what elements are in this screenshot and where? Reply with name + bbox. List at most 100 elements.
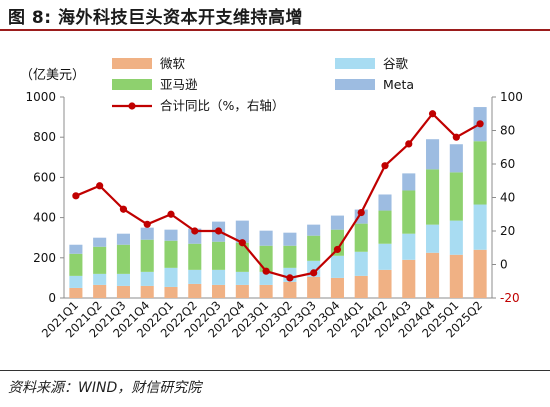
bar-segment-微软 <box>69 287 83 298</box>
legend-label-亚马逊: 亚马逊 <box>160 77 198 92</box>
source-rule <box>0 370 550 371</box>
left-tick-label: 800 <box>33 130 56 144</box>
figure-title: 图 8: 海外科技巨头资本开支维持高增 <box>8 8 303 28</box>
bar-segment-谷歌 <box>93 273 107 285</box>
right-tick-label: 80 <box>500 124 515 138</box>
yoy-point <box>238 239 246 247</box>
bar-segment-亚马逊 <box>93 246 107 274</box>
left-tick-label: 600 <box>33 170 56 184</box>
yoy-point <box>96 182 104 190</box>
yoy-point <box>262 267 270 275</box>
bar-segment-Meta <box>449 144 463 173</box>
right-tick-label: 40 <box>500 191 515 205</box>
left-tick-label: 200 <box>33 251 56 265</box>
bar-segment-Meta <box>69 244 83 254</box>
right-tick-label: 60 <box>500 157 515 171</box>
yoy-point <box>72 192 80 200</box>
yoy-point <box>191 227 199 235</box>
right-tick-label: 0 <box>500 258 508 272</box>
yoy-point <box>286 274 294 282</box>
bar-segment-谷歌 <box>330 255 344 278</box>
yoy-line <box>75 112 481 279</box>
left-tick-label: 400 <box>33 211 56 225</box>
bar-segment-微软 <box>330 277 344 298</box>
bar-segment-亚马逊 <box>116 244 130 274</box>
bar-segment-亚马逊 <box>259 245 273 272</box>
y-axis-label: （亿美元） <box>20 68 85 83</box>
bar-segment-谷歌 <box>140 271 154 286</box>
yoy-point <box>405 140 413 148</box>
bar-segment-谷歌 <box>188 269 202 284</box>
bar-segment-Meta <box>330 215 344 230</box>
bar-segment-Meta <box>378 194 392 211</box>
bar-segment-谷歌 <box>378 243 392 270</box>
right-axis: -20 0 20 40 60 80 100 <box>491 90 523 305</box>
bar-segment-Meta <box>140 227 154 240</box>
bar-segment-Meta <box>259 230 273 246</box>
bar-segment-微软 <box>93 284 107 298</box>
legend-label-Meta: Meta <box>383 77 414 92</box>
bar-segment-亚马逊 <box>354 223 368 252</box>
bar-segment-谷歌 <box>235 271 249 285</box>
legend-swatch-亚马逊 <box>112 79 152 90</box>
bar-segment-微软 <box>140 285 154 298</box>
bar-segment-谷歌 <box>473 204 487 250</box>
legend-line-marker <box>128 102 136 110</box>
bar-segment-Meta <box>402 173 416 191</box>
source-note: 资料来源：WIND，财信研究院 <box>8 380 202 396</box>
yoy-point <box>310 269 318 277</box>
bar-segment-微软 <box>473 249 487 298</box>
bar-segment-亚马逊 <box>402 190 416 234</box>
bar-segment-亚马逊 <box>378 210 392 244</box>
bar-segment-微软 <box>449 254 463 298</box>
x-tick-labels: 2021Q12021Q22021Q32021Q42022Q12022Q22022… <box>39 298 485 340</box>
bar-segment-微软 <box>378 269 392 298</box>
yoy-point <box>214 227 223 235</box>
bar-segment-亚马逊 <box>235 242 249 272</box>
bar-segment-微软 <box>164 286 178 298</box>
bar-segment-谷歌 <box>116 273 130 286</box>
bar-segment-谷歌 <box>354 251 368 276</box>
yoy-point <box>167 210 175 218</box>
bar-segment-微软 <box>426 252 440 298</box>
bar-segment-亚马逊 <box>307 235 321 261</box>
bar-segment-Meta <box>116 233 130 245</box>
bar-segment-谷歌 <box>449 220 463 255</box>
bar-segment-谷歌 <box>402 233 416 260</box>
bar-segment-Meta <box>164 229 178 241</box>
bar-segment-Meta <box>426 139 440 170</box>
left-axis: 0 200 400 600 800 1000 <box>25 90 492 305</box>
legend-swatch-微软 <box>112 58 152 69</box>
bar-segment-微软 <box>307 276 321 298</box>
bar-segment-微软 <box>283 281 297 298</box>
bar-segment-Meta <box>283 232 297 246</box>
yoy-point <box>357 208 365 217</box>
bar-segment-微软 <box>235 284 249 298</box>
legend-swatch-谷歌 <box>335 58 375 69</box>
bar-segment-亚马逊 <box>188 243 202 270</box>
yoy-point <box>143 220 151 228</box>
yoy-point <box>381 162 389 170</box>
bar-segment-亚马逊 <box>140 239 154 272</box>
bar-segment-谷歌 <box>69 275 83 288</box>
bar-segment-微软 <box>354 275 368 298</box>
legend-swatch-Meta <box>335 79 375 90</box>
bar-segment-谷歌 <box>426 224 440 253</box>
bar-segment-Meta <box>235 220 249 243</box>
bar-segment-亚马逊 <box>473 141 487 205</box>
yoy-point <box>476 120 484 128</box>
yoy-line-group <box>72 110 484 282</box>
left-tick-label: 0 <box>48 291 56 305</box>
bar-segment-亚马逊 <box>212 241 226 270</box>
legend-label-谷歌: 谷歌 <box>383 56 409 71</box>
legend-label-yoy: 合计同比（%，右轴） <box>160 98 284 113</box>
legend-label-微软: 微软 <box>160 56 186 71</box>
bar-segment-微软 <box>188 283 202 298</box>
title-rule <box>0 29 550 31</box>
bar-segment-谷歌 <box>259 271 273 285</box>
bar-segment-Meta <box>307 224 321 236</box>
yoy-point <box>452 133 460 141</box>
bar-segment-Meta <box>93 237 107 247</box>
right-tick-label: -20 <box>500 291 520 305</box>
